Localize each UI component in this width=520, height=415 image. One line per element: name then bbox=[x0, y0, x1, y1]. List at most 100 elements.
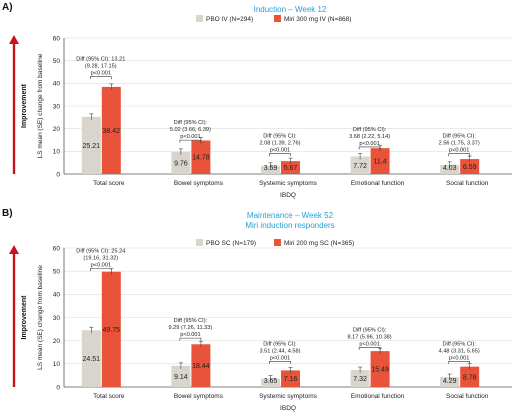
y-tick-label: 40 bbox=[53, 292, 61, 299]
annotation-line: Diff (95% CI): bbox=[263, 134, 297, 140]
bar-pbo bbox=[350, 370, 370, 387]
data-label: 24.51 bbox=[83, 356, 101, 363]
annotation-line: Diff (95% CI): 13.21 bbox=[76, 57, 125, 63]
data-label: 3.59 bbox=[264, 165, 278, 172]
bar-pbo bbox=[440, 164, 460, 174]
data-label: 7.32 bbox=[353, 376, 367, 383]
y-tick-label: 0 bbox=[56, 171, 60, 178]
bar-pbo bbox=[261, 378, 280, 387]
y-tick-label: 20 bbox=[53, 338, 61, 345]
annotation-line: p<0.001 bbox=[180, 134, 200, 140]
legend-label-pbo: PBO IV (N=294) bbox=[206, 16, 253, 23]
bar-miri bbox=[370, 351, 390, 387]
y-axis-title: LS mean (SE) change from baseline bbox=[37, 53, 44, 158]
annotation-line: Diff (95% CI): bbox=[174, 318, 208, 324]
bar-pbo bbox=[81, 116, 101, 174]
data-label: 8.78 bbox=[463, 374, 477, 381]
y-tick-label: 10 bbox=[53, 149, 61, 156]
y-tick-label: 10 bbox=[53, 361, 61, 368]
bar-pbo bbox=[350, 156, 370, 174]
y-tick-label: 60 bbox=[53, 245, 61, 252]
data-label: 18.44 bbox=[192, 363, 210, 370]
comparison-bracket bbox=[358, 146, 381, 150]
bar-pbo bbox=[171, 365, 191, 387]
legend-label-miri: Miri 300 mg IV (N=868) bbox=[284, 16, 351, 23]
category-label: Bowel symptoms bbox=[174, 180, 224, 187]
category-label: Social function bbox=[446, 393, 489, 400]
annotation-line: p<0.001 bbox=[91, 263, 111, 269]
panel-letter: B) bbox=[2, 208, 13, 219]
annotation-line: p<0.001 bbox=[180, 332, 200, 338]
legend-swatch-miri bbox=[274, 15, 281, 22]
legend-label-miri: Miri 200 mg SC (N=365) bbox=[284, 240, 354, 247]
data-label: 7.16 bbox=[284, 376, 298, 383]
bar-miri bbox=[370, 148, 390, 174]
annotation-line: Diff (95% CI): 25.24 bbox=[76, 249, 125, 255]
annotation-line: Diff (95% CI): bbox=[442, 341, 476, 347]
y-axis-title: LS mean (SE) change from baseline bbox=[37, 265, 44, 370]
bar-miri bbox=[460, 159, 480, 174]
comparison-bracket bbox=[179, 337, 202, 341]
data-label: 14.78 bbox=[192, 155, 210, 162]
bar-miri bbox=[281, 161, 300, 174]
y-tick-label: 50 bbox=[53, 268, 61, 275]
data-label: 15.49 bbox=[371, 367, 389, 374]
y-tick-label: 30 bbox=[53, 103, 61, 110]
bar-miri bbox=[191, 344, 211, 387]
category-label: Total score bbox=[93, 180, 125, 187]
comparison-bracket bbox=[269, 361, 291, 364]
annotation-line: 2.08 (1.39, 2.76) bbox=[259, 141, 300, 147]
improvement-label: Improvement bbox=[21, 295, 28, 340]
data-label: 11.4 bbox=[374, 159, 387, 166]
improvement-arrow-head bbox=[9, 245, 19, 254]
annotation-line: (9.28, 17.15) bbox=[85, 64, 117, 70]
data-label: 38.42 bbox=[103, 128, 121, 135]
annotation-line: p<0.001 bbox=[359, 141, 379, 147]
y-tick-label: 50 bbox=[53, 58, 61, 65]
y-tick-label: 30 bbox=[53, 315, 61, 322]
legend-swatch-miri bbox=[274, 239, 281, 246]
comparison-bracket bbox=[358, 347, 381, 350]
chart-title: Maintenance – Week 52 bbox=[247, 211, 334, 220]
chart-title: Induction – Week 12 bbox=[254, 5, 327, 14]
bar-miri bbox=[191, 140, 211, 174]
annotation-line: 9.29 (7.26, 11.33) bbox=[169, 325, 213, 331]
category-label: Systemic symptoms bbox=[259, 180, 318, 187]
annotation-line: 8.17 (5.96, 10.38) bbox=[348, 334, 392, 340]
data-label: 49.75 bbox=[103, 327, 121, 334]
comparison-bracket bbox=[269, 153, 291, 157]
annotation-line: (19.16, 31.32) bbox=[83, 256, 118, 262]
data-label: 9.76 bbox=[174, 160, 188, 167]
y-tick-label: 40 bbox=[53, 81, 61, 88]
comparison-bracket bbox=[179, 139, 202, 143]
annotation-line: Diff (95% CI): bbox=[174, 120, 208, 126]
data-label: 7.72 bbox=[353, 163, 367, 170]
panel-letter: A) bbox=[2, 2, 13, 13]
annotation-line: p<0.001 bbox=[449, 148, 469, 154]
bar-miri bbox=[101, 271, 121, 387]
y-tick-label: 20 bbox=[53, 126, 61, 133]
bar-pbo bbox=[261, 165, 280, 174]
data-label: 4.03 bbox=[443, 165, 457, 172]
bar-miri bbox=[460, 366, 480, 387]
annotation-line: 4.48 (3.31, 5.65) bbox=[439, 348, 480, 354]
annotation-line: Diff (95% CI): bbox=[353, 327, 387, 333]
annotation-line: p<0.001 bbox=[270, 148, 290, 154]
legend-swatch-pbo bbox=[196, 15, 203, 22]
annotation-line: p<0.001 bbox=[91, 71, 111, 77]
annotation-line: Diff (95% CI): bbox=[353, 127, 387, 133]
bar-miri bbox=[281, 370, 300, 387]
category-label: Emotional function bbox=[351, 180, 405, 187]
legend-label-pbo: PBO SC (N=179) bbox=[206, 240, 256, 247]
annotation-line: p<0.001 bbox=[449, 355, 469, 361]
category-label: Bowel symptoms bbox=[174, 393, 224, 400]
improvement-arrow-head bbox=[9, 35, 19, 44]
bar-miri bbox=[101, 86, 121, 174]
comparison-bracket bbox=[90, 268, 112, 272]
y-tick-label: 60 bbox=[53, 35, 61, 42]
y-tick-label: 0 bbox=[56, 384, 60, 391]
annotation-line: Diff (95% CI): bbox=[442, 134, 476, 140]
